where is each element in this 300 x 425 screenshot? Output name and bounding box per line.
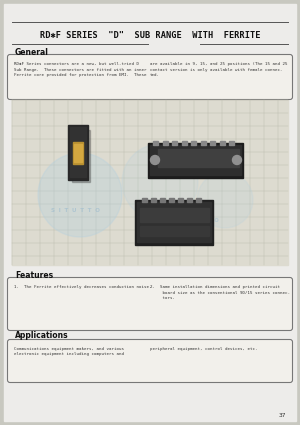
Bar xyxy=(210,141,215,145)
Bar xyxy=(137,202,211,242)
Bar xyxy=(142,198,147,202)
Text: 1.  The Ferrite effectively decreases conduction noise.: 1. The Ferrite effectively decreases con… xyxy=(14,285,152,289)
Text: A  T  T  O: A T T O xyxy=(192,218,218,223)
Bar xyxy=(12,100,288,265)
Bar xyxy=(169,198,174,202)
Bar xyxy=(160,198,165,202)
Bar xyxy=(68,125,88,180)
FancyBboxPatch shape xyxy=(8,278,292,331)
Bar xyxy=(150,145,241,175)
Circle shape xyxy=(197,172,253,228)
Text: Communications equipment makers, and various
electronic equipment including comp: Communications equipment makers, and var… xyxy=(14,347,124,357)
Text: 2.  Same installation dimensions and printed circuit
     board size as the conv: 2. Same installation dimensions and prin… xyxy=(150,285,290,300)
Bar xyxy=(73,142,83,164)
Bar xyxy=(187,198,192,202)
Bar xyxy=(140,208,209,222)
Bar xyxy=(148,143,243,178)
Bar xyxy=(172,141,177,145)
Bar xyxy=(72,130,90,182)
Bar xyxy=(178,198,183,202)
Text: RD✱F Series connectors are a new, but well-tried D
Sub Range.  These connectors : RD✱F Series connectors are a new, but we… xyxy=(14,62,146,77)
Text: peripheral equipment, control devices, etc.: peripheral equipment, control devices, e… xyxy=(150,347,257,351)
Bar xyxy=(70,127,86,177)
Circle shape xyxy=(151,156,160,164)
Text: Applications: Applications xyxy=(15,332,69,340)
Bar xyxy=(182,141,187,145)
Text: Features: Features xyxy=(15,270,53,280)
Circle shape xyxy=(38,153,122,237)
Bar xyxy=(196,198,201,202)
Text: are available in 9, 15, and 25 positions (The 15 and 25
contact version is only : are available in 9, 15, and 25 positions… xyxy=(150,62,287,77)
Circle shape xyxy=(232,156,242,164)
Text: RD✱F SERIES  "D"  SUB RANGE  WITH  FERRITE: RD✱F SERIES "D" SUB RANGE WITH FERRITE xyxy=(40,31,260,40)
Text: General: General xyxy=(15,48,49,57)
Text: 37: 37 xyxy=(278,413,286,418)
Bar xyxy=(140,226,209,236)
Bar xyxy=(74,144,82,162)
Bar xyxy=(151,198,156,202)
FancyBboxPatch shape xyxy=(8,54,292,99)
Bar xyxy=(163,141,167,145)
Bar xyxy=(135,200,213,245)
Bar xyxy=(191,141,196,145)
Text: S  I  T  U  T  T  O: S I T U T T O xyxy=(51,207,99,212)
Bar xyxy=(153,141,158,145)
FancyBboxPatch shape xyxy=(8,340,292,383)
Bar xyxy=(229,141,234,145)
Bar xyxy=(200,141,206,145)
Circle shape xyxy=(122,144,198,220)
Bar xyxy=(220,141,224,145)
Bar xyxy=(158,149,239,167)
